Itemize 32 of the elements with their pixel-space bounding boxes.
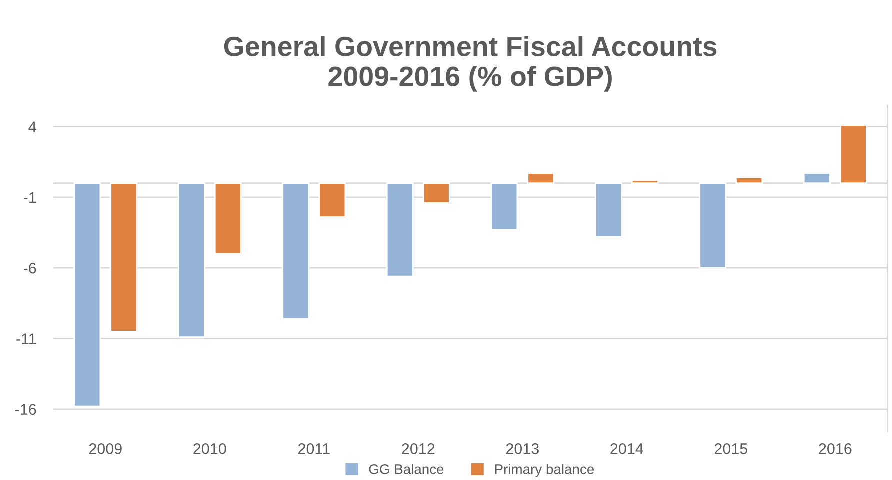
bar [840,124,868,184]
x-tick-label: 2015 [714,444,748,454]
x-tick-label: 2011 [298,444,330,454]
bar [490,182,518,231]
x-tick-label: 2014 [610,444,644,454]
x-tick-label: 2013 [506,444,539,454]
x-tick-label: 2016 [819,444,852,454]
bar [282,182,310,320]
y-tick-label: -6 [24,262,36,274]
bar [527,172,555,184]
y-tick-label: -11 [16,334,36,344]
bar [594,182,622,238]
bar [803,172,831,184]
x-tick-label: 2009 [89,444,122,454]
legend-label: GG Balance [369,464,444,474]
bar [736,176,764,184]
x-tick-label: 2012 [402,444,435,454]
y-tick-label: -16 [15,404,36,416]
bar [318,182,346,218]
bar [74,182,102,408]
bar [422,182,450,204]
y-tick-label: 4 [28,122,36,132]
bar [110,182,138,332]
legend-label: Primary balance [495,464,594,478]
chart-title: General Government Fiscal Accounts 2009-2016 (% of GDP) [224,36,717,92]
bar [214,182,242,255]
bar [631,180,659,184]
bar [178,182,206,338]
bar [386,182,414,278]
y-tick-label: -1 [24,192,36,203]
bar [699,182,727,269]
x-tick-label: 2010 [194,444,226,454]
